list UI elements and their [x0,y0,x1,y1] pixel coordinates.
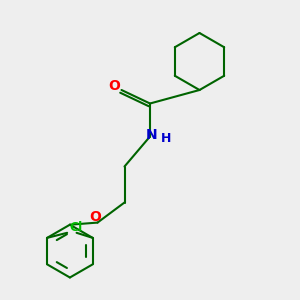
Text: N: N [146,128,157,142]
Text: H: H [161,131,172,145]
Text: O: O [108,80,120,93]
Text: Cl: Cl [69,221,82,234]
Text: O: O [89,210,101,224]
